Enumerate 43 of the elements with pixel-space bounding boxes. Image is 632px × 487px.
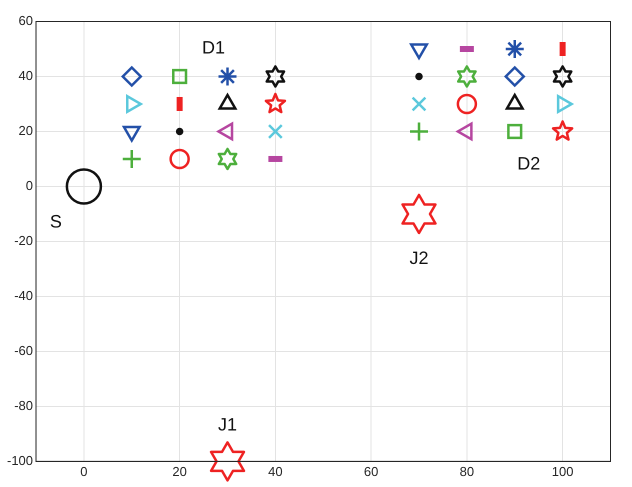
x-tick-label: 60 xyxy=(364,464,378,479)
point xyxy=(411,96,427,112)
point xyxy=(408,121,430,142)
point xyxy=(218,148,238,170)
y-tick-label: -20 xyxy=(14,233,34,248)
x-tick-label: 80 xyxy=(460,464,474,479)
y-tick-label: 40 xyxy=(18,68,34,84)
point xyxy=(456,94,478,114)
point xyxy=(66,168,102,205)
annotation: J2 xyxy=(410,248,429,268)
point xyxy=(552,120,574,141)
y-tick-label: -80 xyxy=(14,398,34,413)
x-tick-label: 100 xyxy=(552,464,574,479)
point xyxy=(176,128,184,136)
y-tick-label: 20 xyxy=(18,123,34,138)
point xyxy=(210,441,246,482)
point xyxy=(265,65,286,88)
point xyxy=(268,124,283,140)
point xyxy=(217,66,238,87)
x-tick-label: 40 xyxy=(268,464,283,479)
annotation: S xyxy=(50,211,62,232)
y-tick-label: 60 xyxy=(18,13,34,28)
point xyxy=(504,66,526,87)
point xyxy=(415,72,423,80)
y-tick-label: 0 xyxy=(26,178,34,194)
point xyxy=(504,38,526,60)
y-tick-label: -60 xyxy=(14,343,34,358)
y-tick-label: -40 xyxy=(14,288,34,304)
point xyxy=(169,148,190,170)
point xyxy=(507,124,522,140)
point xyxy=(122,66,142,87)
x-tick-label: 20 xyxy=(172,464,187,479)
point xyxy=(456,65,477,88)
point xyxy=(122,148,142,170)
point xyxy=(552,65,573,88)
y-tick-label: -100 xyxy=(6,452,34,468)
x-tick-label: 0 xyxy=(80,464,88,479)
point xyxy=(172,68,188,84)
annotation: J1 xyxy=(218,414,238,434)
annotation: D2 xyxy=(517,153,540,174)
point xyxy=(264,92,286,114)
annotation: D1 xyxy=(202,37,226,58)
point xyxy=(401,194,437,234)
